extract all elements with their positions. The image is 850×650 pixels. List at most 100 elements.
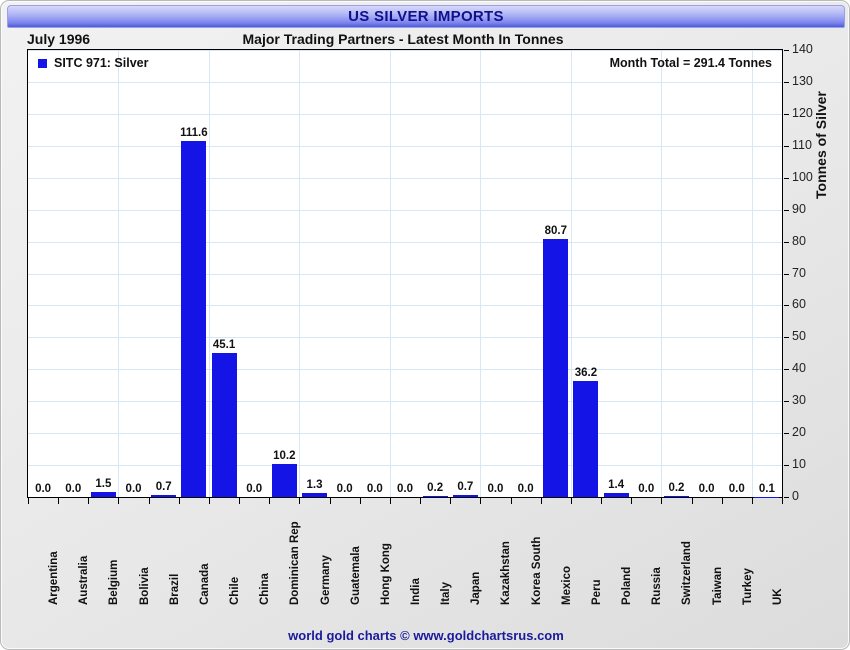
- x-axis-tick-mark: [692, 498, 693, 504]
- bar-slot[interactable]: 10.2: [269, 450, 299, 497]
- x-axis-tick-mark: [299, 498, 300, 504]
- bar[interactable]: [211, 353, 237, 497]
- bar[interactable]: [271, 464, 297, 497]
- bar-slot[interactable]: 0.2: [661, 482, 691, 497]
- y-tick-label: 10: [792, 457, 806, 472]
- y-tick-label: 140: [792, 42, 813, 56]
- bar-slot[interactable]: 0.0: [511, 483, 541, 497]
- x-axis-tick-mark: [601, 498, 602, 504]
- bar-value-label: 0.0: [366, 483, 383, 495]
- bar[interactable]: [90, 492, 116, 497]
- y-tick-mark: [784, 401, 789, 403]
- bar-slot[interactable]: 0.0: [631, 483, 661, 497]
- y-axis-tick: 0: [784, 489, 824, 503]
- bar[interactable]: [573, 381, 599, 497]
- legend-series-label: SITC 971: Silver: [54, 56, 149, 70]
- bar-slot[interactable]: 0.0: [28, 483, 58, 497]
- bar[interactable]: [151, 494, 177, 497]
- x-axis-tick-mark: [149, 498, 150, 504]
- x-axis-tick-mark: [28, 498, 29, 504]
- y-tick-label: 100: [792, 169, 813, 184]
- bar[interactable]: [663, 496, 689, 497]
- footer-credit: world gold charts © www.goldchartsrus.co…: [288, 628, 564, 643]
- bar-slot[interactable]: 0.0: [330, 483, 360, 497]
- y-tick-label: 60: [792, 297, 806, 312]
- x-axis-tick-mark: [360, 498, 361, 504]
- bar-slot[interactable]: 45.1: [209, 339, 239, 497]
- y-axis-tick: 110: [784, 138, 824, 152]
- y-axis-tick: 50: [784, 329, 824, 343]
- bar[interactable]: [603, 492, 629, 497]
- y-axis-tick: 130: [784, 74, 824, 88]
- y-axis-tick: 70: [784, 266, 824, 280]
- bar-slot[interactable]: 0.1: [752, 483, 782, 497]
- x-axis-label: Kazakhstan: [500, 541, 512, 605]
- y-axis-tick: 10: [784, 457, 824, 471]
- bar-slot[interactable]: 1.4: [601, 479, 631, 497]
- y-tick-mark: [784, 433, 789, 435]
- y-tick-mark: [784, 81, 789, 83]
- bar-slot[interactable]: 0.7: [450, 481, 480, 497]
- bar-slot[interactable]: 0.2: [420, 482, 450, 497]
- x-axis-tick-mark: [511, 498, 512, 504]
- x-axis-tick-mark: [179, 498, 180, 504]
- y-tick-mark: [784, 209, 789, 211]
- x-axis-tick-mark: [209, 498, 210, 504]
- y-tick-mark: [784, 337, 789, 339]
- bar-slot[interactable]: 1.5: [88, 478, 118, 497]
- y-axis-tick: 80: [784, 234, 824, 248]
- x-axis-tick-mark: [88, 498, 89, 504]
- legend-swatch-icon: [38, 58, 47, 68]
- bar-slot[interactable]: 0.0: [360, 483, 390, 497]
- bar-value-label: 0.2: [427, 482, 444, 495]
- x-axis-tick-mark: [661, 498, 662, 504]
- bar-slot[interactable]: 1.3: [299, 479, 329, 497]
- bar-value-label: 0.0: [65, 483, 82, 495]
- x-axis-label: Turkey: [742, 568, 754, 605]
- bar-value-label: 0.0: [35, 483, 52, 495]
- x-axis-tick-mark: [450, 498, 451, 504]
- x-axis-label: Bolivia: [139, 567, 151, 605]
- y-tick-label: 40: [792, 361, 806, 376]
- x-axis-tick-mark: [541, 498, 542, 504]
- x-axis-label: Peru: [591, 579, 603, 605]
- bar-slot[interactable]: 0.0: [239, 483, 269, 497]
- bar[interactable]: [543, 239, 569, 497]
- bar-slot[interactable]: 0.0: [722, 483, 752, 497]
- y-axis-tick: 30: [784, 393, 824, 407]
- bar-value-label: 45.1: [212, 339, 236, 352]
- y-tick-label: 0: [792, 489, 799, 503]
- bar-slot[interactable]: 0.0: [692, 483, 722, 497]
- bar-value-label: 36.2: [574, 367, 598, 380]
- x-axis-label: Chile: [229, 576, 241, 605]
- x-axis-label: Australia: [78, 555, 90, 605]
- chart-period-label: July 1996: [27, 31, 91, 47]
- y-tick-label: 110: [792, 137, 812, 152]
- x-axis-tick-mark: [269, 498, 270, 504]
- bar-slot[interactable]: 0.0: [118, 483, 148, 497]
- y-tick-mark: [784, 369, 789, 371]
- bar-slot[interactable]: 0.0: [390, 483, 420, 497]
- bar-slot[interactable]: 0.0: [480, 483, 510, 497]
- x-axis-label: Brazil: [169, 573, 181, 605]
- y-axis-tick: 40: [784, 361, 824, 375]
- bar-slot[interactable]: 111.6: [179, 127, 209, 497]
- y-tick-label: 130: [792, 73, 813, 88]
- y-axis-tick: 20: [784, 425, 824, 439]
- bar-slot[interactable]: 0.7: [149, 481, 179, 497]
- x-axis-tick-mark: [722, 498, 723, 504]
- bar-value-label: 111.6: [180, 126, 208, 139]
- x-axis-label: UK: [772, 588, 784, 605]
- bar-slot[interactable]: 80.7: [541, 225, 571, 497]
- bar-slot[interactable]: 0.0: [58, 483, 88, 497]
- plot-area: SITC 971: Silver Month Total = 291.4 Ton…: [27, 49, 783, 498]
- bar[interactable]: [422, 496, 448, 497]
- bar[interactable]: [302, 492, 328, 497]
- bar-value-label: 0.0: [246, 483, 263, 495]
- bar[interactable]: [181, 140, 207, 497]
- bar[interactable]: [452, 494, 478, 497]
- x-axis-tick-mark: [571, 498, 572, 504]
- bar-value-label: 0.1: [758, 482, 775, 495]
- bar-slot[interactable]: 36.2: [571, 367, 601, 497]
